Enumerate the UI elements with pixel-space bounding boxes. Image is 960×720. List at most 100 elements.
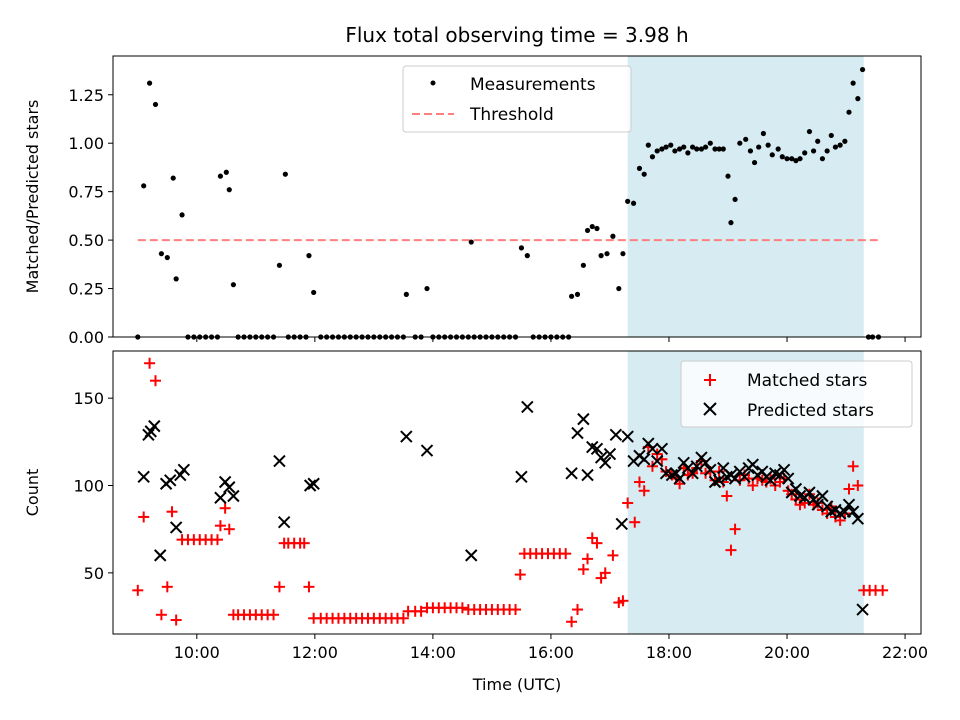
measurement-point	[743, 136, 749, 142]
matched-star-point	[166, 506, 178, 518]
predicted-star-point	[599, 456, 612, 470]
top-x-ticks	[196, 337, 906, 342]
top-measurement-points	[135, 66, 882, 340]
matched-star-point	[725, 544, 737, 556]
measurement-point	[524, 253, 530, 259]
matched-star-point	[273, 581, 285, 593]
measurement-point	[842, 138, 848, 144]
predicted-star-point	[781, 472, 795, 485]
matched-star-point	[132, 584, 144, 596]
x-tick-label: 10:00	[174, 643, 220, 662]
y-tick-label: 0.25	[68, 280, 104, 299]
matched-star-point	[138, 511, 150, 523]
predicted-star-point	[646, 442, 659, 456]
measurement-point	[681, 144, 687, 150]
predicted-star-point	[655, 442, 669, 456]
measurement-point	[604, 251, 610, 257]
measurement-point	[649, 154, 656, 160]
measurement-point	[468, 239, 474, 245]
predicted-star-point	[144, 425, 157, 438]
measurement-point	[806, 128, 813, 135]
measurement-point	[610, 233, 616, 239]
measurement-point	[751, 159, 758, 166]
measurement-point	[819, 156, 826, 162]
matched-star-point	[170, 614, 182, 626]
predicted-star-point	[846, 505, 860, 518]
y-tick-label: 150	[73, 389, 104, 408]
predicted-star-point	[277, 515, 291, 529]
measurement-point	[694, 146, 700, 152]
predicted-star-point	[273, 454, 286, 468]
measurement-point	[859, 66, 866, 73]
matched-star-point	[747, 480, 759, 492]
measurement-point	[672, 148, 678, 154]
bottom-y-ticks: 50 100 150	[73, 389, 113, 583]
matched-star-point	[721, 490, 733, 502]
top-legend-box	[402, 65, 632, 133]
measurement-point	[584, 227, 591, 234]
measurement-point	[230, 282, 237, 288]
matched-star-point	[586, 532, 598, 544]
measurement-point	[568, 293, 575, 299]
x-tick-label: 20:00	[764, 643, 810, 662]
predicted-star-point	[521, 400, 534, 414]
predicted-star-point	[154, 549, 167, 562]
matched-star-point	[571, 604, 583, 616]
predicted-star-point	[515, 470, 528, 483]
measurement-point	[616, 285, 622, 292]
matched-star-point	[223, 523, 235, 535]
bottom-x-ticks: 10:00 12:00 14:00 16:00 18:00 20:00 22:00	[174, 634, 928, 662]
measurement-point	[668, 142, 674, 148]
predicted-star-point	[851, 512, 865, 525]
measurement-point	[737, 140, 743, 146]
y-tick-label: 0.50	[68, 231, 104, 250]
predicted-star-point	[148, 419, 161, 433]
measurement-point	[403, 291, 409, 297]
predicted-star-point	[164, 474, 177, 487]
measurement-point	[226, 187, 232, 193]
matched-star-point	[144, 357, 156, 369]
matched-star-point	[622, 497, 634, 509]
y-tick-label: 1.00	[68, 134, 104, 153]
predicted-star-point	[571, 426, 584, 440]
measurement-point	[574, 291, 581, 297]
measurement-point	[797, 156, 803, 162]
predicted-star-point	[690, 460, 703, 473]
measurement-point	[828, 132, 834, 139]
matched-star-point	[268, 609, 280, 621]
predicted-star-point	[577, 412, 590, 426]
predicted-star-point	[137, 470, 150, 483]
top-observing-span	[627, 56, 864, 337]
matched-star-point	[298, 537, 310, 549]
predicted-star-point	[842, 498, 856, 511]
top-panel: 0.00 0.25 0.50 0.75 1.00 1.25 Matched/Predict…	[23, 55, 922, 347]
measurement-point	[158, 251, 164, 257]
measurement-point	[832, 144, 839, 150]
measurement-point	[850, 80, 856, 86]
measurement-point	[784, 156, 790, 162]
measurement-point	[725, 173, 731, 179]
predicted-star-point	[764, 474, 777, 487]
measurement-point	[702, 144, 709, 150]
measurement-point	[677, 146, 683, 152]
matched-star-point	[847, 460, 859, 472]
predicted-star-point	[590, 442, 604, 456]
measurement-point	[152, 101, 159, 108]
x-tick-label: 18:00	[646, 643, 692, 662]
predicted-star-point	[777, 463, 791, 476]
matched-star-point	[211, 534, 223, 546]
predicted-star-point	[615, 517, 628, 531]
measurement-point	[589, 223, 595, 230]
measurement-point	[769, 152, 775, 158]
predicted-star-point	[738, 470, 751, 483]
measurement-point	[164, 254, 170, 261]
predicted-star-point	[465, 549, 478, 562]
predicted-star-point	[169, 521, 183, 534]
predicted-star-point	[174, 468, 187, 482]
measurement-point	[815, 138, 821, 144]
matched-star-point	[843, 483, 855, 495]
predicted-star-point	[307, 477, 320, 490]
top-y-axis-label: Matched/Predicted stars	[23, 100, 42, 294]
matched-star-point	[582, 553, 594, 565]
predicted-star-point	[650, 454, 664, 468]
